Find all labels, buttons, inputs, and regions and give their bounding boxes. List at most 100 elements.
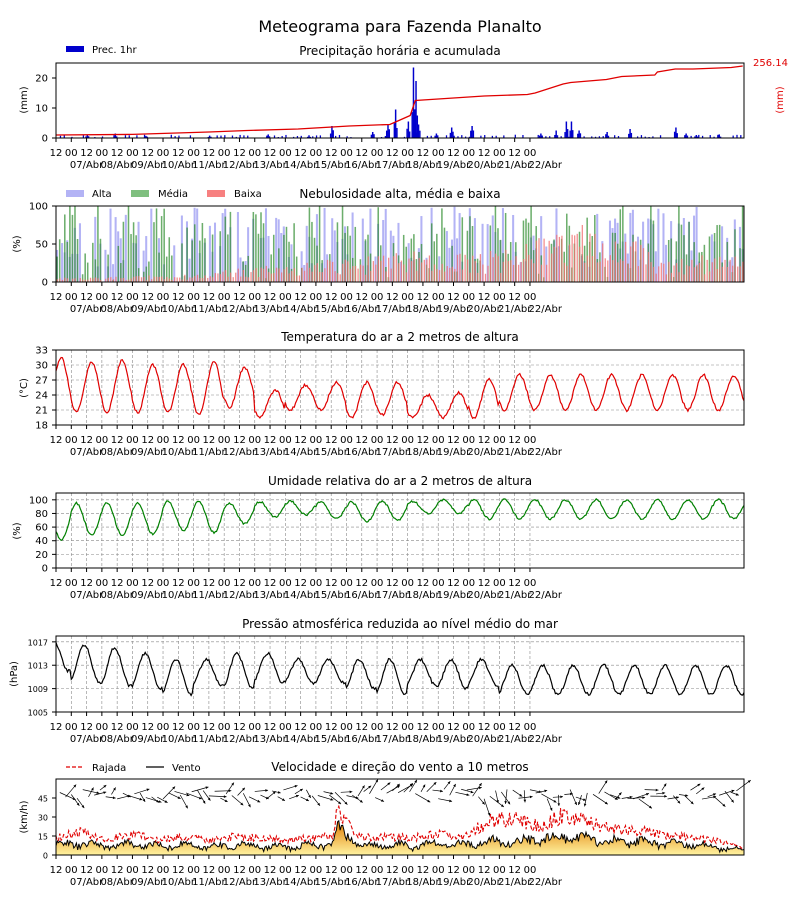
- cloud-low-bar: [581, 224, 583, 282]
- cloud-low-bar: [74, 278, 76, 282]
- cloud-low-bar: [380, 260, 382, 282]
- wind-direction-arrowhead: [422, 784, 426, 788]
- cloud-low-bar: [551, 253, 553, 282]
- cloud-mid-bar: [229, 211, 232, 282]
- precip-bar: [416, 115, 419, 138]
- precip-ylabel: (mm): [19, 86, 30, 113]
- cloud-low-bar: [571, 234, 573, 282]
- cloud-low-bar: [602, 243, 604, 282]
- cloud-low-bar: [301, 267, 303, 282]
- precip-bar: [598, 136, 601, 138]
- cloud-low-bar: [591, 256, 594, 282]
- cloud-mid-bar: [158, 252, 160, 282]
- y-tick-label: 20: [35, 74, 48, 85]
- y-tick-label: 1009: [28, 685, 48, 694]
- cloud-low-bar: [194, 276, 196, 282]
- x-date-label: 21/Abr: [498, 877, 532, 888]
- x-tick-hour-label: 00: [95, 292, 108, 303]
- cloud-mid-bar: [739, 248, 741, 282]
- cloud-mid-bar: [364, 239, 367, 282]
- cloud-mid-bar: [186, 227, 188, 282]
- precip-frame: [55, 62, 745, 139]
- precip-bar: [614, 135, 616, 138]
- x-tick-hour-label: 12: [478, 578, 491, 589]
- wind-panel: Velocidade e direção do vento a 10 metro…: [19, 760, 751, 888]
- precip-bar: [113, 135, 115, 138]
- x-date-label: 15/Abr: [314, 447, 348, 458]
- x-tick-hour-label: 00: [401, 722, 414, 733]
- pressure-title: Pressão atmosférica reduzida ao nível mé…: [242, 617, 558, 631]
- x-date-label: 16/Abr: [345, 304, 379, 315]
- cloud-mid-bar: [321, 260, 323, 282]
- cloud-high-bar: [458, 213, 461, 282]
- x-tick-hour-label: 12: [233, 148, 246, 159]
- cloud-low-bar: [558, 236, 561, 282]
- wind-direction-arrowhead: [185, 805, 188, 809]
- cloud-high-bar: [331, 218, 334, 282]
- cloud-low-bar: [247, 277, 250, 282]
- x-date-label: 13/Abr: [253, 877, 287, 888]
- x-date-label: 09/Abr: [131, 877, 165, 888]
- cloud-low-bar: [135, 276, 138, 282]
- cloud-low-bar: [281, 272, 283, 282]
- x-tick-hour-label: 12: [111, 865, 124, 876]
- precip-bar: [419, 130, 421, 138]
- cloud-low-bar: [630, 246, 632, 282]
- wind-direction-arrowhead: [713, 793, 717, 796]
- x-tick-hour-label: 12: [203, 865, 216, 876]
- cloud-mid-bar: [670, 238, 673, 282]
- cloud-low-bar: [479, 254, 482, 282]
- x-tick-hour-label: 12: [111, 148, 124, 159]
- x-tick-hour-label: 00: [248, 292, 261, 303]
- cloud-high-bar: [695, 206, 698, 282]
- x-tick-hour-label: 00: [432, 292, 445, 303]
- x-tick-hour-label: 00: [462, 722, 475, 733]
- cloud-high-bar: [438, 256, 441, 282]
- wind-direction-arrow: [569, 789, 577, 806]
- x-tick-hour-label: 00: [340, 148, 353, 159]
- x-date-label: 11/Abr: [192, 877, 226, 888]
- x-date-label: 13/Abr: [253, 447, 287, 458]
- x-tick-hour-label: 00: [95, 578, 108, 589]
- cloud-low-bar: [553, 246, 555, 282]
- cloud-mid-bar: [94, 259, 97, 282]
- cloud-mid-bar: [377, 207, 379, 282]
- cloud-low-bar: [538, 238, 540, 282]
- x-tick-hour-label: 12: [172, 292, 185, 303]
- cloud-low-bar: [120, 278, 122, 282]
- wind-direction-arrowhead: [272, 791, 276, 795]
- cloud-high-bar: [384, 208, 387, 282]
- cloud-low-bar: [721, 266, 724, 282]
- wind-direction-arrowhead: [722, 803, 726, 807]
- cloud-low-bar: [403, 264, 405, 282]
- x-tick-hour-label: 00: [187, 292, 200, 303]
- cloud-low-bar: [495, 253, 497, 282]
- wind-direction-arrowhead: [248, 804, 251, 808]
- cloud-low-bar: [599, 261, 601, 282]
- cloud-low-bar: [507, 261, 510, 282]
- cloud-high-bar: [323, 207, 326, 282]
- precip-bar: [540, 133, 542, 138]
- cloud-low-bar: [543, 238, 545, 282]
- precip-bar: [393, 123, 396, 138]
- wind-direction-arrow: [483, 798, 491, 816]
- cloud-low-bar: [706, 259, 708, 282]
- x-date-label: 22/Abr: [529, 160, 563, 171]
- cloud-low-bar: [334, 271, 336, 282]
- wind-direction-arrowhead: [629, 795, 633, 799]
- x-tick-hour-label: 12: [294, 578, 307, 589]
- cloud-low-bar: [596, 262, 599, 282]
- cloud-mid-bar: [201, 222, 204, 282]
- precip-bar: [416, 132, 419, 138]
- x-tick-hour-label: 00: [310, 722, 323, 733]
- wind-direction-arrowhead: [500, 804, 504, 807]
- cloud-mid-bar: [504, 212, 507, 282]
- x-tick-hour-label: 12: [325, 865, 338, 876]
- cloud-low-bar: [520, 261, 522, 282]
- precip-bar: [86, 135, 89, 138]
- x-date-label: 10/Abr: [162, 160, 196, 171]
- cloud-low-bar: [202, 278, 204, 282]
- x-tick-hour-label: 12: [233, 292, 246, 303]
- wind-direction-arrow: [369, 779, 379, 794]
- x-date-label: 19/Abr: [437, 877, 471, 888]
